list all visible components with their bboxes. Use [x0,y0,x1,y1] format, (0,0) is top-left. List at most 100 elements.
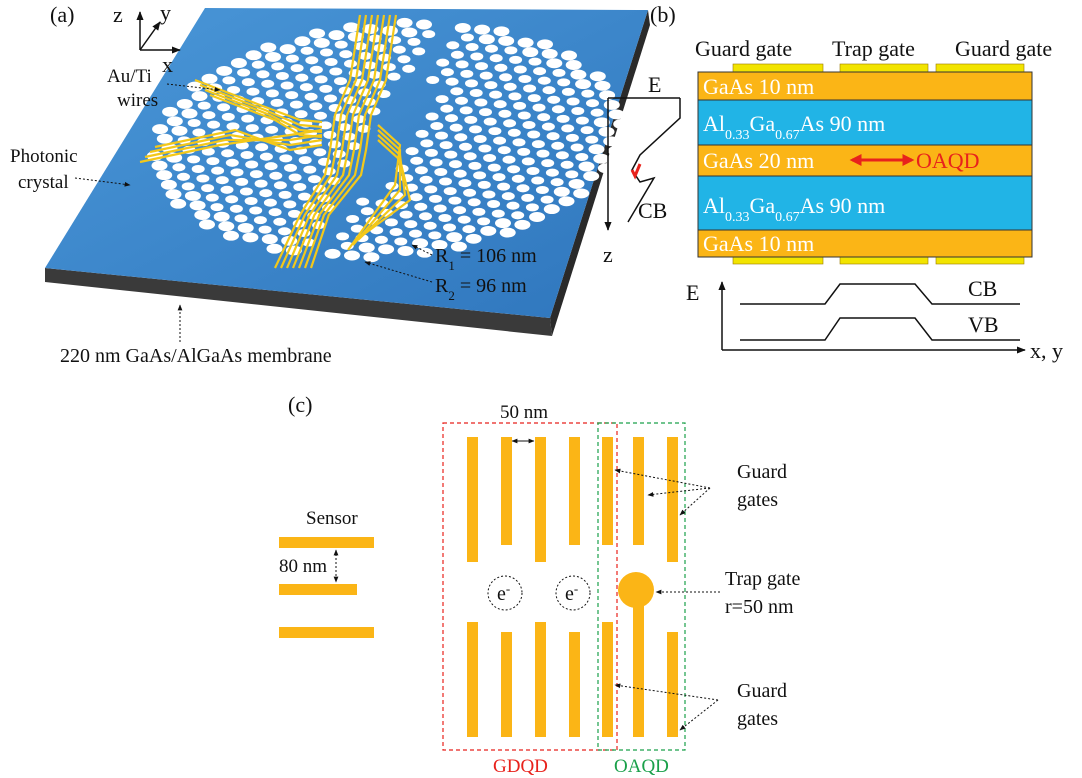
hole [473,171,486,179]
hole [218,221,234,231]
hole [412,47,425,55]
dimension-label: 50 nm [500,402,548,423]
hole [483,154,496,162]
gate [936,64,1024,72]
hole [185,191,201,201]
hole [504,83,517,91]
hole [285,91,298,99]
hole [446,232,462,242]
hole [157,134,173,144]
hole [299,156,312,164]
hole [518,75,531,83]
hole [393,46,406,54]
hole [450,124,463,132]
hole [536,186,549,194]
hole [518,38,534,48]
hole [182,182,195,190]
hole [363,252,379,262]
hole [497,183,510,191]
oaqd-label: OAQD [916,148,980,173]
hole [507,202,520,210]
gate [840,257,928,264]
hole [269,208,282,216]
hole [401,27,417,37]
hole [390,228,403,236]
gate-bar [501,632,512,737]
wires-label: wires [117,90,158,111]
hole [242,232,258,242]
hole [394,237,407,245]
hole [532,140,545,148]
hole [359,243,375,253]
hole [247,88,260,96]
hole [246,50,262,60]
hole [556,151,569,159]
hole [475,62,488,70]
hole [571,107,584,115]
hole [479,34,495,44]
gdqd-label: GDQD [493,756,548,777]
hole [400,211,413,219]
hole [156,170,172,180]
hole [190,200,206,210]
hole [194,210,210,220]
hole [575,153,588,161]
hole [303,166,316,174]
hole [474,25,490,35]
hole [537,113,550,121]
hole [554,187,570,197]
hole [561,161,574,169]
hole [346,215,359,223]
hole [599,90,615,100]
hole [265,52,281,62]
hole [254,216,267,224]
hole [196,174,209,182]
hole [182,109,198,119]
hole [415,166,428,174]
hole [543,86,556,94]
hole [309,28,325,38]
hole [300,83,313,91]
hole [198,102,211,110]
hole [547,96,560,104]
hole [412,238,428,248]
hole [502,192,515,200]
trap-label: Trap gate [725,568,800,590]
hole [537,39,553,49]
layer-label: GaAs 10 nm [703,231,814,256]
hole [456,60,469,68]
hole [279,191,292,199]
hole [222,113,235,121]
hole [458,216,471,224]
hole [590,71,606,81]
band-label: VB [968,312,999,337]
guard-label: gates [737,708,778,730]
hole [278,227,291,235]
hole [529,58,542,66]
hole [264,199,277,207]
hole [260,42,276,52]
hole [402,65,415,73]
hole [511,211,524,219]
hole [474,135,487,143]
hole [559,196,575,206]
hole [561,124,574,132]
hole [551,178,564,186]
hole [429,195,442,203]
hole [494,26,510,36]
hole [581,90,594,98]
hole [206,157,219,165]
hole [188,119,201,127]
hole [470,52,483,60]
band-label: E [648,72,661,97]
gate-label: Guard gate [695,36,792,61]
hole [265,126,278,134]
hole [557,78,570,86]
hole [571,143,584,151]
hole [424,222,437,230]
hole [177,99,193,109]
hole [177,173,190,181]
hole [508,129,521,137]
gate-bar [602,622,613,737]
hole [561,51,577,61]
